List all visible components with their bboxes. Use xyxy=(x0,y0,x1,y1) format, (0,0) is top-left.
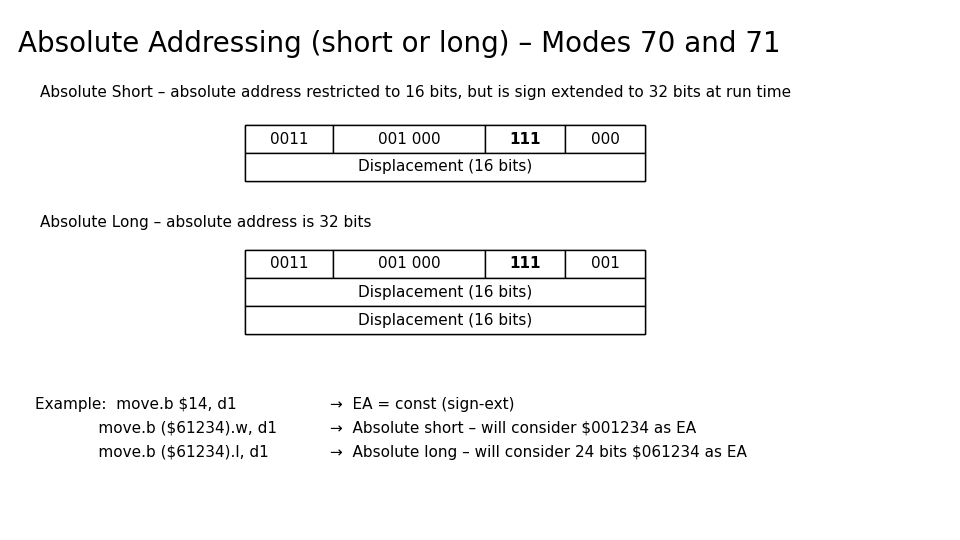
Text: move.b ($61234).w, d1: move.b ($61234).w, d1 xyxy=(35,421,277,435)
Text: Example:  move.b $14, d1: Example: move.b $14, d1 xyxy=(35,396,236,411)
Bar xyxy=(333,250,485,278)
Text: Absolute Short – absolute address restricted to 16 bits, but is sign extended to: Absolute Short – absolute address restri… xyxy=(40,85,791,100)
Bar xyxy=(245,125,333,153)
Text: Displacement (16 bits): Displacement (16 bits) xyxy=(358,285,532,300)
Text: 001 000: 001 000 xyxy=(377,132,441,146)
Bar xyxy=(485,125,565,153)
Bar xyxy=(565,250,645,278)
Text: Displacement (16 bits): Displacement (16 bits) xyxy=(358,159,532,174)
Text: →  Absolute long – will consider 24 bits $061234 as EA: → Absolute long – will consider 24 bits … xyxy=(330,444,747,460)
Text: 0011: 0011 xyxy=(270,256,308,272)
Text: Absolute Addressing (short or long) – Modes 70 and 71: Absolute Addressing (short or long) – Mo… xyxy=(18,30,780,58)
Text: 000: 000 xyxy=(590,132,619,146)
Text: 111: 111 xyxy=(509,256,540,272)
Text: 0011: 0011 xyxy=(270,132,308,146)
Bar xyxy=(245,250,645,334)
Bar xyxy=(245,306,645,334)
Text: Absolute Long – absolute address is 32 bits: Absolute Long – absolute address is 32 b… xyxy=(40,215,372,230)
Text: Displacement (16 bits): Displacement (16 bits) xyxy=(358,313,532,327)
Text: 001 000: 001 000 xyxy=(377,256,441,272)
Bar xyxy=(565,125,645,153)
Bar xyxy=(245,278,645,306)
Bar xyxy=(333,125,485,153)
Text: →  EA = const (sign-ext): → EA = const (sign-ext) xyxy=(330,396,515,411)
Bar xyxy=(245,153,645,181)
Text: 111: 111 xyxy=(509,132,540,146)
Bar xyxy=(485,250,565,278)
Text: move.b ($61234).l, d1: move.b ($61234).l, d1 xyxy=(35,444,269,460)
Bar xyxy=(245,250,333,278)
Bar xyxy=(245,125,645,181)
Text: →  Absolute short – will consider $001234 as EA: → Absolute short – will consider $001234… xyxy=(330,421,696,435)
Text: 001: 001 xyxy=(590,256,619,272)
